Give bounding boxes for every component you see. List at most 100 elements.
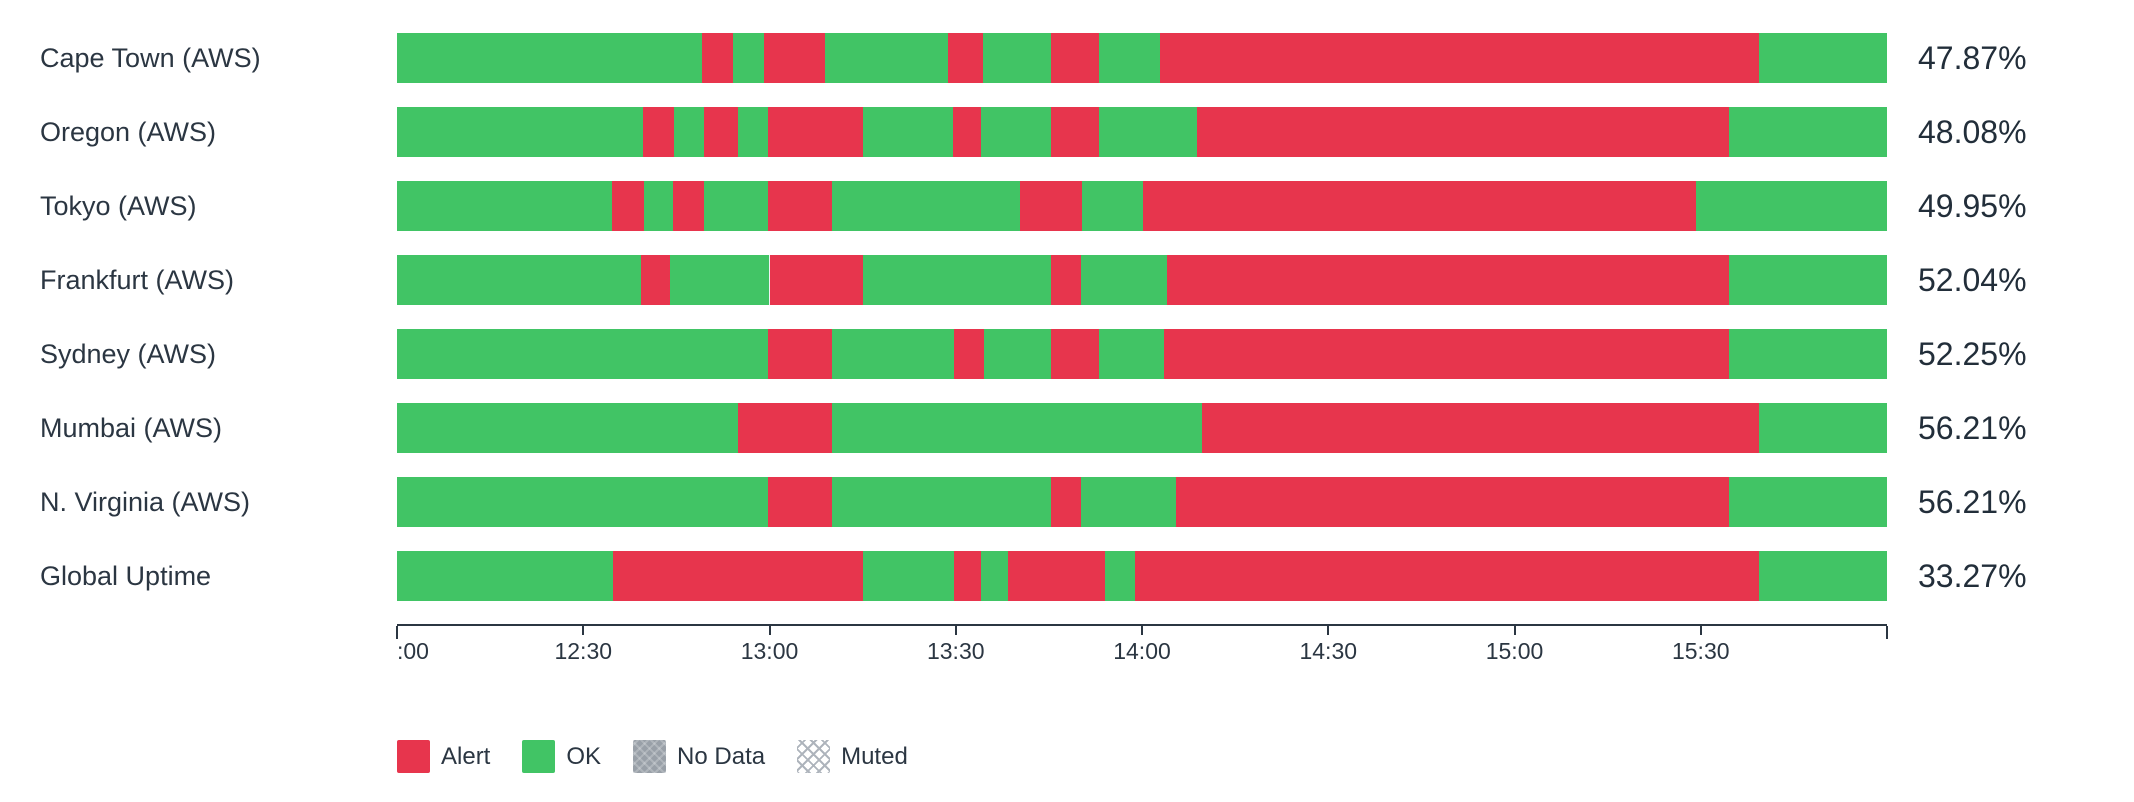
status-segment-alert[interactable] bbox=[1051, 107, 1099, 157]
uptime-bar[interactable] bbox=[397, 403, 1887, 453]
status-segment-ok[interactable] bbox=[397, 107, 643, 157]
status-segment-ok[interactable] bbox=[738, 107, 768, 157]
status-segment-alert[interactable] bbox=[948, 33, 984, 83]
uptime-bar[interactable] bbox=[397, 477, 1887, 527]
status-segment-ok[interactable] bbox=[732, 33, 764, 83]
status-segment-ok[interactable] bbox=[1098, 107, 1198, 157]
status-segment-ok[interactable] bbox=[1080, 477, 1177, 527]
status-segment-ok[interactable] bbox=[674, 107, 704, 157]
status-segment-ok[interactable] bbox=[669, 255, 770, 305]
axis-tick bbox=[1513, 626, 1516, 635]
status-segment-alert[interactable] bbox=[763, 33, 825, 83]
status-segment-alert[interactable] bbox=[703, 107, 739, 157]
status-segment-alert[interactable] bbox=[1159, 33, 1759, 83]
status-segment-alert[interactable] bbox=[952, 107, 982, 157]
status-segment-alert[interactable] bbox=[954, 551, 982, 601]
alert-swatch-icon bbox=[397, 740, 430, 773]
status-segment-alert[interactable] bbox=[768, 477, 833, 527]
status-segment-alert[interactable] bbox=[768, 329, 833, 379]
status-segment-alert[interactable] bbox=[1051, 329, 1099, 379]
region-label: Oregon (AWS) bbox=[40, 116, 217, 147]
status-segment-ok[interactable] bbox=[1729, 329, 1887, 379]
status-segment-ok[interactable] bbox=[832, 181, 1020, 231]
status-segment-alert[interactable] bbox=[1176, 477, 1730, 527]
status-segment-ok[interactable] bbox=[863, 255, 1052, 305]
status-segment-ok[interactable] bbox=[397, 181, 612, 231]
status-segment-alert[interactable] bbox=[613, 551, 864, 601]
status-segment-ok[interactable] bbox=[397, 255, 642, 305]
status-segment-ok[interactable] bbox=[397, 403, 739, 453]
uptime-bar[interactable] bbox=[397, 255, 1887, 305]
status-segment-alert[interactable] bbox=[954, 329, 985, 379]
status-segment-ok[interactable] bbox=[1729, 477, 1887, 527]
legend-item-alert[interactable]: Alert bbox=[397, 740, 490, 773]
status-segment-ok[interactable] bbox=[981, 107, 1052, 157]
status-segment-ok[interactable] bbox=[1758, 403, 1887, 453]
legend-item-ok[interactable]: OK bbox=[522, 740, 601, 773]
status-segment-ok[interactable] bbox=[397, 551, 614, 601]
status-segment-alert[interactable] bbox=[642, 107, 675, 157]
status-segment-alert[interactable] bbox=[1051, 33, 1099, 83]
status-segment-ok[interactable] bbox=[1098, 33, 1160, 83]
status-segment-ok[interactable] bbox=[1729, 255, 1887, 305]
status-segment-alert[interactable] bbox=[1143, 181, 1697, 231]
status-segment-ok[interactable] bbox=[397, 329, 768, 379]
uptime-bar[interactable] bbox=[397, 181, 1887, 231]
status-segment-ok[interactable] bbox=[863, 551, 955, 601]
status-segment-alert[interactable] bbox=[641, 255, 670, 305]
status-segment-alert[interactable] bbox=[1051, 477, 1081, 527]
status-segment-alert[interactable] bbox=[701, 33, 733, 83]
status-segment-ok[interactable] bbox=[984, 329, 1052, 379]
status-segment-alert[interactable] bbox=[1007, 551, 1105, 601]
status-segment-ok[interactable] bbox=[703, 181, 768, 231]
status-segment-ok[interactable] bbox=[644, 181, 673, 231]
axis-tick bbox=[582, 626, 585, 635]
axis-tick-label: 14:30 bbox=[1299, 638, 1358, 664]
status-segment-alert[interactable] bbox=[738, 403, 833, 453]
status-segment-ok[interactable] bbox=[1758, 551, 1887, 601]
region-label: Cape Town (AWS) bbox=[40, 42, 261, 73]
table-row: Oregon (AWS) 48.08% bbox=[0, 107, 2027, 157]
status-segment-ok[interactable] bbox=[1758, 33, 1887, 83]
status-segment-ok[interactable] bbox=[981, 551, 1008, 601]
legend-label: No Data bbox=[677, 742, 766, 770]
status-segment-alert[interactable] bbox=[769, 255, 864, 305]
status-segment-ok[interactable] bbox=[1729, 107, 1887, 157]
status-segment-alert[interactable] bbox=[768, 107, 864, 157]
status-segment-ok[interactable] bbox=[863, 107, 953, 157]
status-segment-alert[interactable] bbox=[1164, 329, 1730, 379]
status-segment-alert[interactable] bbox=[1019, 181, 1083, 231]
status-segment-ok[interactable] bbox=[832, 329, 955, 379]
legend-item-no-data[interactable]: No Data bbox=[633, 740, 765, 773]
time-axis-line bbox=[397, 624, 1887, 626]
uptime-bar[interactable] bbox=[397, 107, 1887, 157]
status-segment-ok[interactable] bbox=[1082, 181, 1144, 231]
status-segment-ok[interactable] bbox=[397, 477, 768, 527]
status-segment-ok[interactable] bbox=[397, 33, 702, 83]
status-segment-alert[interactable] bbox=[1197, 107, 1730, 157]
status-segment-ok[interactable] bbox=[983, 33, 1052, 83]
status-segment-ok[interactable] bbox=[1080, 255, 1168, 305]
legend: Alert OK No Data Muted bbox=[397, 740, 908, 773]
status-segment-ok[interactable] bbox=[1696, 181, 1887, 231]
status-segment-alert[interactable] bbox=[1201, 403, 1759, 453]
status-segment-alert[interactable] bbox=[768, 181, 833, 231]
uptime-bar[interactable] bbox=[397, 33, 1887, 83]
status-segment-alert[interactable] bbox=[611, 181, 645, 231]
uptime-bar[interactable] bbox=[397, 329, 1887, 379]
table-row: Mumbai (AWS) 56.21% bbox=[0, 403, 2027, 453]
legend-label: Alert bbox=[441, 742, 491, 770]
table-row: N. Virginia (AWS) 56.21% bbox=[0, 477, 2027, 527]
status-segment-ok[interactable] bbox=[832, 403, 1202, 453]
uptime-bar[interactable] bbox=[397, 551, 1887, 601]
status-segment-ok[interactable] bbox=[1098, 329, 1165, 379]
region-label: Sydney (AWS) bbox=[40, 338, 217, 369]
status-segment-alert[interactable] bbox=[1051, 255, 1081, 305]
status-segment-alert[interactable] bbox=[672, 181, 704, 231]
status-segment-ok[interactable] bbox=[824, 33, 949, 83]
status-segment-ok[interactable] bbox=[832, 477, 1052, 527]
status-segment-alert[interactable] bbox=[1167, 255, 1730, 305]
legend-item-muted[interactable]: Muted bbox=[797, 740, 908, 773]
status-segment-alert[interactable] bbox=[1134, 551, 1759, 601]
status-segment-ok[interactable] bbox=[1104, 551, 1135, 601]
